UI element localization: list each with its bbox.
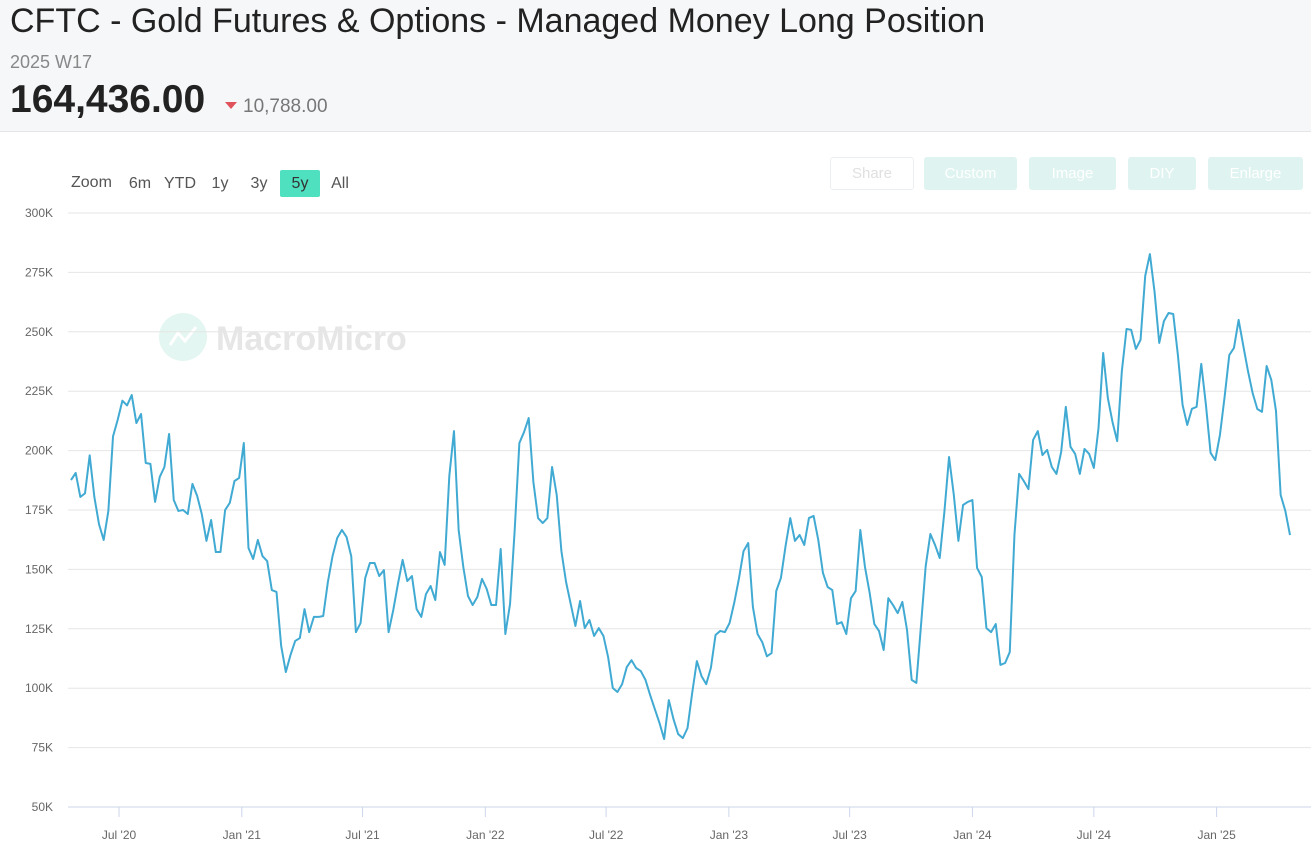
toolbar-button[interactable]: Image bbox=[1029, 157, 1116, 190]
watermark: MacroMicro bbox=[216, 320, 407, 358]
y-tick-label: 250K bbox=[25, 325, 53, 339]
header: CFTC - Gold Futures & Options - Managed … bbox=[0, 0, 1311, 132]
y-tick-label: 75K bbox=[32, 741, 53, 755]
range-button[interactable]: 1y bbox=[211, 175, 229, 192]
range-button[interactable]: 6m bbox=[128, 175, 152, 192]
x-tick-label: Jul '24 bbox=[1077, 828, 1112, 842]
y-tick-label: 300K bbox=[25, 206, 53, 220]
zoom-label: Zoom bbox=[71, 174, 112, 191]
x-tick-label: Jul '21 bbox=[345, 828, 380, 842]
range-button[interactable]: 3y bbox=[250, 175, 268, 192]
y-tick-label: 150K bbox=[25, 562, 53, 576]
y-tick-label: 50K bbox=[32, 800, 53, 814]
y-tick-label: 275K bbox=[25, 265, 53, 279]
data-line bbox=[70, 253, 1291, 741]
y-tick-label: 175K bbox=[25, 503, 53, 517]
x-tick-label: Jan '21 bbox=[223, 828, 262, 842]
x-tick-label: Jan '22 bbox=[466, 828, 505, 842]
toolbar-button[interactable]: DIY bbox=[1128, 157, 1196, 190]
x-tick-label: Jul '23 bbox=[832, 828, 867, 842]
toolbar-button[interactable]: Share bbox=[830, 157, 914, 190]
watermark-logo-mark bbox=[168, 326, 198, 346]
title: CFTC - Gold Futures & Options - Managed … bbox=[10, 2, 986, 40]
y-tick-label: 125K bbox=[25, 622, 53, 636]
x-tick-label: Jan '24 bbox=[953, 828, 992, 842]
range-button[interactable]: YTD bbox=[164, 175, 196, 192]
x-tick-label: Jul '20 bbox=[102, 828, 137, 842]
y-tick-label: 100K bbox=[25, 681, 53, 695]
latest-value: 164,436.00 bbox=[10, 78, 206, 121]
y-tick-label: 200K bbox=[25, 444, 53, 458]
x-tick-label: Jan '25 bbox=[1197, 828, 1236, 842]
down-arrow bbox=[225, 102, 237, 109]
x-tick-label: Jul '22 bbox=[589, 828, 624, 842]
y-tick-label: 225K bbox=[25, 384, 53, 398]
range-button[interactable]: All bbox=[331, 175, 349, 192]
range-button[interactable]: 5y bbox=[280, 170, 320, 197]
toolbar-button[interactable]: Custom bbox=[924, 157, 1017, 190]
toolbar-button[interactable]: Enlarge bbox=[1208, 157, 1303, 190]
x-tick-label: Jan '23 bbox=[710, 828, 749, 842]
change-value: 10,788.00 bbox=[243, 96, 328, 117]
period: 2025 W17 bbox=[10, 52, 93, 72]
